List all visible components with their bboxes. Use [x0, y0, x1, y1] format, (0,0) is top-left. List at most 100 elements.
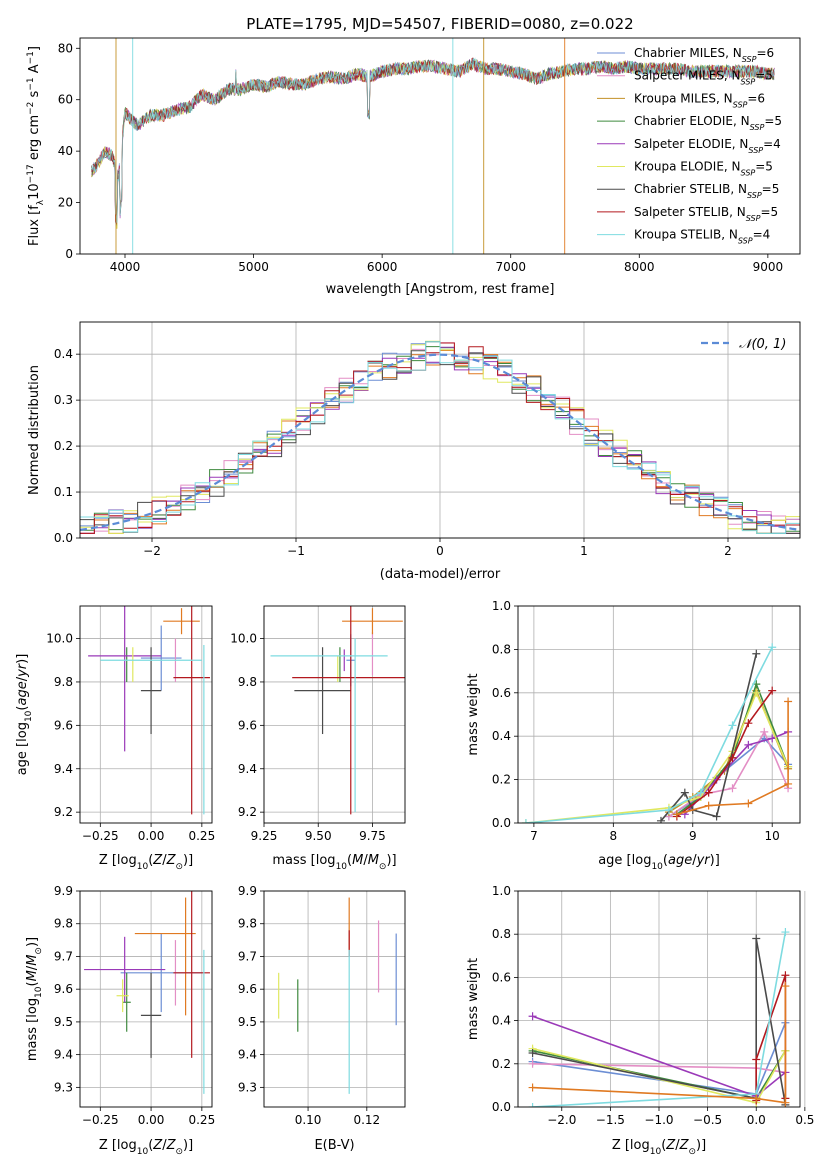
x-tick-label: 6000	[367, 260, 398, 274]
weight-marker	[704, 788, 713, 797]
weight-series	[664, 727, 793, 821]
weight-series	[664, 734, 793, 821]
y-axis-label: mass weight	[466, 958, 481, 1040]
errorbars	[84, 891, 210, 1094]
weight-marker	[784, 779, 793, 788]
x-axis-label: Z [log10(Z/Z⊙)]	[99, 853, 193, 872]
weight-marker	[680, 788, 689, 797]
x-tick-label: 0.0	[747, 1113, 766, 1127]
x-tick-label: 9.25	[251, 829, 278, 843]
spectrum-line	[91, 59, 775, 229]
errorbar-point	[122, 972, 131, 1032]
y-tick-label: 60	[58, 93, 73, 107]
weight-line	[525, 646, 773, 823]
histogram-panel: −2 −1 0 1 2 0.0 0.1 0.2 0.3 0.4 (data-model)/error…	[27, 321, 801, 582]
y-tick-label: 9.5	[54, 1015, 73, 1029]
weight-series	[521, 688, 793, 823]
weight-marker	[728, 721, 737, 730]
mass-vs-ebv-panel: 0.10 0.12 9.3 9.4 9.5 9.6 9.7 9.8 9.9 E(B-V)	[238, 884, 406, 1153]
weight-marker	[704, 801, 713, 810]
y-tick-label: 10.0	[46, 632, 73, 646]
y-tick-label: 9.7	[238, 949, 257, 963]
plot-frame	[79, 37, 801, 255]
y-tick-label: 9.4	[238, 1048, 257, 1062]
weight-marker	[768, 734, 777, 743]
x-tick-label: 7	[530, 829, 538, 843]
y-axis-label: mass [log10(M/M⊙)]	[25, 937, 44, 1061]
y-axis-label: age [log10(age/yr)]	[15, 654, 34, 776]
y-tick-label: 0.4	[492, 1014, 511, 1028]
x-tick-label: 7000	[495, 260, 526, 274]
weight-marker	[672, 810, 681, 819]
errorbar-point	[294, 647, 351, 735]
weight-line	[532, 938, 787, 1105]
y-tick-label: 0.2	[54, 439, 73, 453]
y-tick-label: 9.5	[238, 1015, 257, 1029]
y-axis-label: Normed distribution	[27, 365, 42, 495]
y-tick-label: 1.0	[492, 599, 511, 613]
weight-marker	[781, 1098, 790, 1107]
x-tick-label: −2	[143, 544, 161, 558]
weight-marker	[744, 719, 753, 728]
plot-frame	[79, 605, 213, 824]
weight-marker	[744, 799, 753, 808]
legend-entry: Salpeter MILES, NSSP=5	[634, 69, 773, 87]
spectrum-legend: Chabrier MILES, NSSP=6 Salpeter MILES, NS…	[597, 46, 782, 245]
y-tick-label: 9.6	[238, 982, 257, 996]
x-tick-label: −1.5	[596, 1113, 625, 1127]
legend-entry: 𝒩(0, 1)	[739, 337, 786, 352]
normal-curve	[80, 353, 800, 531]
x-tick-label: 0.10	[295, 1113, 322, 1127]
y-tick-label: 20	[58, 196, 73, 210]
y-tick-label: 9.4	[54, 1048, 73, 1062]
weight-marker	[728, 753, 737, 762]
mass-vs-Z-panel: −0.25 0.00 0.25 9.3 9.4 9.5 9.6 9.7 9.8 9.9 Z [log…	[25, 884, 215, 1157]
weight-marker	[528, 1012, 537, 1021]
errorbar-point	[292, 606, 405, 815]
plot-frame	[517, 605, 801, 824]
weight-series	[521, 643, 777, 823]
y-tick-label: 9.8	[54, 675, 73, 689]
x-axis-label: (data-model)/error	[380, 567, 501, 582]
x-axis-label: Z [log10(Z/Z⊙)]	[612, 1138, 706, 1157]
errorbar-point	[140, 647, 162, 735]
y-tick-label: 9.8	[238, 675, 257, 689]
x-tick-label: 5000	[238, 260, 269, 274]
weight-line	[532, 986, 787, 1104]
x-tick-label: −0.25	[82, 829, 119, 843]
errorbars	[278, 897, 397, 1094]
plot-frame	[79, 890, 213, 1108]
x-tick-label: −1	[287, 544, 305, 558]
errorbar-point	[173, 606, 210, 815]
weight-marker	[656, 816, 665, 823]
y-tick-label: 9.2	[238, 805, 257, 819]
y-tick-label: 9.4	[54, 762, 73, 776]
legend-entry: Kroupa MILES, NSSP=6	[634, 91, 765, 109]
y-tick-label: 0.2	[492, 773, 511, 787]
weight-marker	[728, 784, 737, 793]
weight-marker	[744, 740, 753, 749]
x-tick-label: 0.25	[188, 1113, 215, 1127]
legend-entry: Chabrier MILES, NSSP=6	[634, 46, 774, 64]
x-tick-label: 10	[765, 829, 780, 843]
weight-series	[656, 649, 761, 823]
weight-lines	[528, 928, 790, 1107]
weight-marker	[768, 643, 777, 652]
x-tick-label: 8	[610, 829, 618, 843]
x-tick-label: 0	[436, 544, 444, 558]
x-tick-label: 9.50	[305, 829, 332, 843]
y-tick-label: 40	[58, 144, 73, 158]
y-tick-label: 9.2	[54, 805, 73, 819]
errorbar-point	[140, 972, 162, 1058]
weight-series	[528, 928, 790, 1107]
weight-marker	[752, 1055, 761, 1064]
legend-entry: Salpeter STELIB, NSSP=5	[634, 205, 778, 223]
y-tick-label: 0.2	[492, 1057, 511, 1071]
x-tick-label: −1.0	[644, 1113, 673, 1127]
plot-frame	[263, 605, 406, 824]
y-tick-label: 0.4	[492, 729, 511, 743]
y-tick-label: 0.8	[492, 927, 511, 941]
errorbar-point	[163, 608, 200, 635]
weight-vs-Z-panel: −2.0 −1.5 −1.0 −0.5 0.0 0.5 0.0 0.2 0.4 0.6 0.8 1.0…	[466, 884, 814, 1157]
x-tick-label: 0.25	[188, 829, 215, 843]
